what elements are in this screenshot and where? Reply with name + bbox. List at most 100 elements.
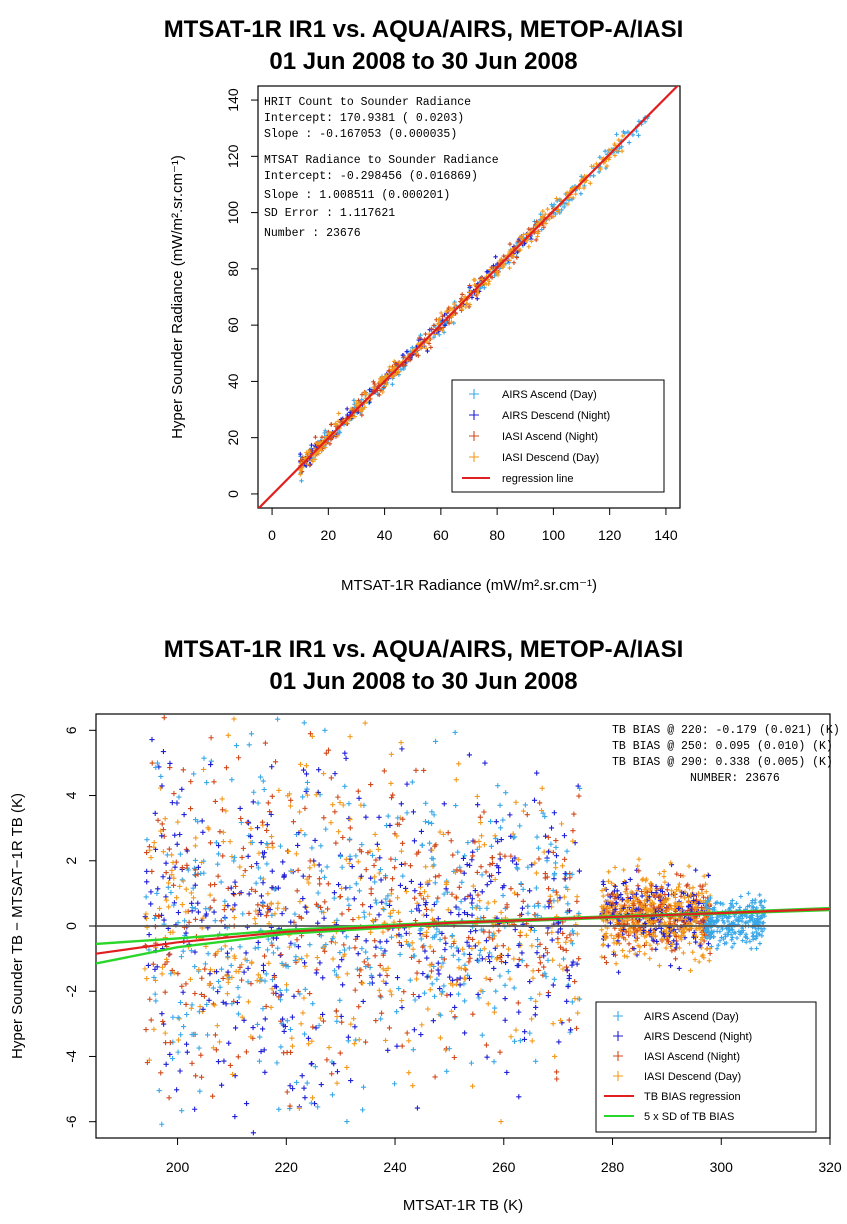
chart-2-point-1 [462,896,468,902]
chart-2-point-1 [422,948,428,954]
chart-2-point-1 [336,964,342,970]
chart-2-point-0 [511,985,517,991]
chart-2-point-3 [529,943,535,949]
chart-2-point-2 [604,960,609,965]
chart-1-point-3 [495,272,501,278]
chart-2-point-1 [435,960,441,966]
chart-2-point-2 [644,889,650,895]
chart-2-point-0 [246,742,252,748]
chart-2-point-0 [179,1108,185,1114]
chart-2-point-1 [556,1039,562,1045]
chart-1-point-3 [314,440,320,446]
chart-1-legend-keys [462,389,490,479]
chart-2-point-1 [363,814,369,820]
chart-2-point-0 [533,885,539,891]
chart-2-point-3 [390,907,396,914]
chart-2-point-1 [171,900,178,906]
chart-2-point-2 [532,912,538,918]
chart-2-point-2 [553,889,559,895]
chart-2-point-3 [252,916,258,922]
chart-2-point-3 [648,907,654,913]
chart-2-point-1 [312,837,318,844]
chart-1-point-3 [335,419,341,424]
chart-2-point-1 [224,950,231,956]
chart-2-point-0 [722,941,727,946]
chart-2-point-2 [417,890,423,897]
chart-2-point-0 [762,913,767,919]
chart-2-point-0 [218,966,225,972]
chart-2-point-1 [385,1047,391,1053]
chart-2-point-2 [504,902,510,908]
chart-1-point-0 [553,211,558,217]
chart-2-point-0 [158,773,164,780]
chart-2-point-1 [615,895,621,900]
chart-2-point-0 [277,843,284,849]
chart-2-point-0 [744,914,749,919]
chart-2-point-0 [425,819,432,826]
chart-2-point-1 [237,805,243,812]
chart-2-point-2 [396,821,402,828]
chart-2-point-1 [299,1073,305,1079]
chart-2-point-2 [397,918,403,925]
chart-2-point-3 [677,888,683,894]
chart-2-point-1 [195,864,202,870]
chart-2-point-3 [372,874,378,880]
chart-2-point-1 [159,783,165,789]
chart-1-point-3 [556,207,561,212]
chart-2-point-2 [392,865,398,871]
chart-2-point-2 [381,768,387,774]
chart-2-point-0 [180,948,186,954]
chart-2-point-2 [649,883,655,889]
chart-2-point-0 [304,786,310,792]
chart-2-x-tick-label: 240 [383,1159,407,1175]
chart-2-point-3 [206,826,212,832]
chart-2-point-3 [678,937,684,943]
chart-2-point-2 [160,826,167,833]
chart-2-point-2 [269,840,275,846]
chart-2-point-3 [394,895,401,901]
chart-2-point-1 [628,896,633,901]
chart-2-point-2 [324,906,331,912]
chart-2-point-2 [421,896,427,902]
chart-2-point-2 [263,1003,269,1009]
chart-1-point-2 [327,441,333,446]
chart-2-point-0 [377,866,384,873]
chart-2-point-0 [487,818,494,825]
chart-2-point-1 [301,960,308,966]
chart-2-point-3 [686,894,691,900]
chart-2-point-2 [294,888,300,894]
chart-2-point-2 [384,972,390,979]
chart-2-point-2 [267,808,273,815]
chart-2-point-0 [323,941,329,948]
chart-2-point-2 [221,907,227,913]
chart-2-point-1 [570,959,576,965]
chart-2-point-2 [524,812,530,818]
chart-2-point-3 [498,1118,504,1125]
chart-2-point-2 [550,849,556,856]
chart-2-point-1 [498,836,504,843]
chart-2-point-2 [477,814,483,820]
chart-2-point-2 [454,867,460,873]
chart-2-point-0 [441,891,447,897]
chart-2-point-2 [198,1074,205,1080]
chart-2-point-0 [269,912,275,918]
chart-2-point-2 [537,960,543,966]
chart-2-point-1 [174,841,180,847]
chart-2-point-3 [266,960,272,966]
chart-1-point-3 [612,143,618,148]
chart-2-point-0 [728,932,734,937]
chart-2-point-1 [302,1095,308,1101]
chart-2-point-0 [363,949,369,955]
chart-2-point-0 [486,950,493,956]
chart-2-point-2 [223,765,230,771]
chart-2-point-1 [146,932,152,938]
chart-2-point-1 [349,863,355,870]
chart-2-point-1 [308,1061,314,1067]
chart-2-point-1 [456,912,462,918]
chart-2-point-0 [168,971,174,977]
chart-2-point-1 [232,879,238,885]
chart-1-point-3 [380,377,385,382]
chart-2-point-3 [288,868,295,875]
chart-2-point-2 [430,948,437,954]
chart-2-point-3 [375,846,381,853]
